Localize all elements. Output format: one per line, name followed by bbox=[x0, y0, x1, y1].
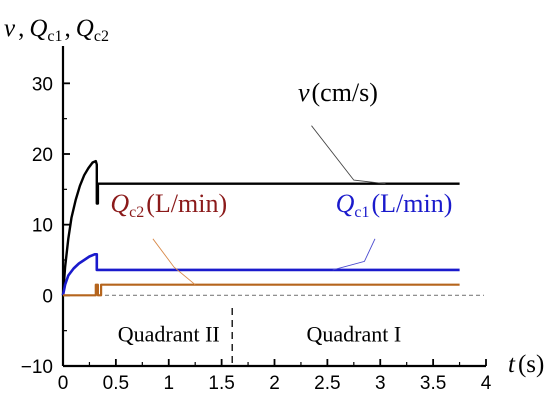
series-label-name-1: Q bbox=[336, 189, 355, 218]
series-label-name-0: v bbox=[298, 78, 310, 107]
region-label-1: Quadrant I bbox=[306, 321, 401, 346]
y-tick-label-4: 30 bbox=[32, 74, 53, 95]
series-line-0 bbox=[61, 159, 460, 296]
x-tick-label-0: 0 bbox=[58, 373, 69, 394]
leader-line-1 bbox=[332, 238, 376, 271]
y-title-q1-sub: c1 bbox=[47, 28, 62, 45]
series-label-unit-0: (cm/s) bbox=[312, 78, 378, 107]
series-line-2 bbox=[63, 283, 460, 297]
y-tick-label-2: 10 bbox=[32, 216, 53, 237]
x-tick-label-6: 3 bbox=[375, 373, 386, 394]
grid-layer: Quadrant II Quadrant I bbox=[63, 294, 484, 366]
series-label-name-2: Q bbox=[110, 189, 129, 218]
series-labels-layer: v(cm/s)Qc1(L/min)Qc2(L/min) bbox=[110, 78, 453, 286]
y-title-v: v bbox=[4, 15, 16, 42]
y-title-q1: Q bbox=[29, 15, 47, 42]
x-title-t: t bbox=[508, 351, 516, 378]
series-label-0: v(cm/s) bbox=[298, 78, 378, 107]
x-tick-label-3: 1.5 bbox=[208, 373, 234, 394]
series-label-sub-1: c1 bbox=[354, 204, 369, 221]
y-axis-title: v, Qc1, Qc2 bbox=[4, 15, 109, 45]
series-label-1: Qc1(L/min) bbox=[336, 189, 453, 221]
y-title-q2-sub: c2 bbox=[94, 28, 109, 45]
x-tick-label-1: 0.5 bbox=[103, 373, 129, 394]
series-label-unit-2: (L/min) bbox=[146, 189, 227, 218]
y-title-q2: Q bbox=[76, 15, 94, 42]
series-label-sub-2: c2 bbox=[129, 204, 144, 221]
y-tick-label-1: 0 bbox=[42, 286, 53, 307]
x-title-unit: (s) bbox=[518, 351, 544, 378]
x-axis-title: t (s) bbox=[508, 351, 544, 378]
x-tick-label-7: 3.5 bbox=[420, 373, 446, 394]
y-tick-label-3: 20 bbox=[32, 145, 53, 166]
region-label-0: Quadrant II bbox=[118, 321, 220, 346]
x-tick-label-8: 4 bbox=[481, 373, 492, 394]
series-layer bbox=[61, 159, 460, 297]
leader-line-2 bbox=[152, 238, 196, 286]
y-title-sep2: , bbox=[65, 15, 71, 42]
series-label-unit-1: (L/min) bbox=[372, 189, 453, 218]
y-tick-label-0: −10 bbox=[21, 357, 53, 378]
leader-line-0 bbox=[311, 125, 386, 185]
series-label-2: Qc2(L/min) bbox=[110, 189, 227, 221]
x-tick-label-2: 1 bbox=[163, 373, 174, 394]
y-title-sep1: , bbox=[18, 15, 24, 42]
x-tick-label-5: 2.5 bbox=[314, 373, 340, 394]
x-tick-label-4: 2 bbox=[269, 373, 280, 394]
series-line-1 bbox=[61, 253, 460, 296]
